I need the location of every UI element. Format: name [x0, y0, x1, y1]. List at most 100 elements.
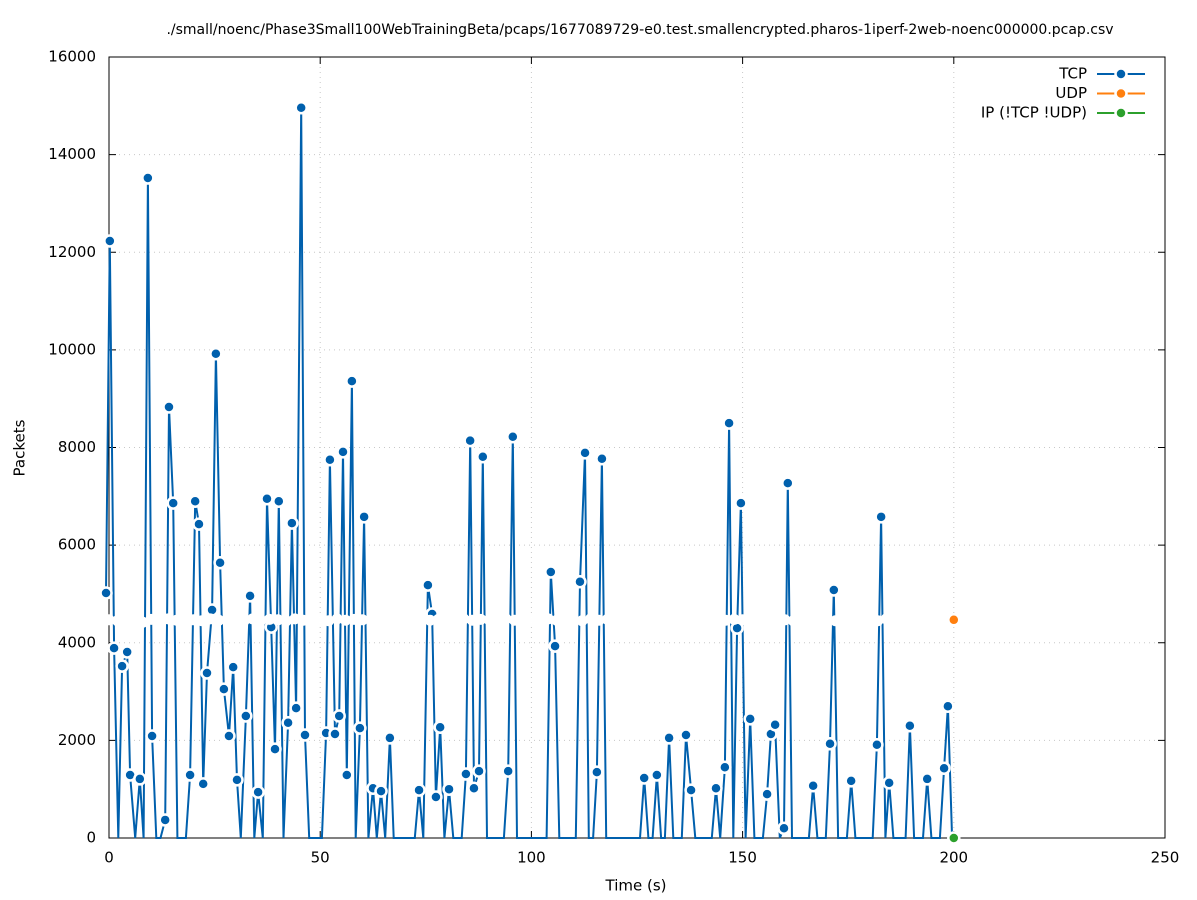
- data-point: [559, 613, 571, 625]
- x-axis-label: Time (s): [605, 877, 667, 895]
- data-point: [882, 776, 896, 790]
- data-point: [931, 614, 943, 626]
- y-tick-label: 8000: [58, 438, 96, 456]
- data-point: [806, 779, 820, 793]
- data-point: [551, 614, 563, 626]
- data-point: [846, 614, 858, 626]
- legend-label: UDP: [1055, 84, 1087, 102]
- data-point: [762, 614, 774, 626]
- data-point: [154, 615, 166, 627]
- data-point: [373, 613, 385, 625]
- data-point: [718, 760, 732, 774]
- x-tick-label: 150: [728, 849, 757, 867]
- data-point: [145, 729, 159, 743]
- data-point: [187, 614, 199, 626]
- data-point: [770, 613, 782, 625]
- data-point: [289, 701, 303, 715]
- data-point: [255, 614, 267, 626]
- data-point: [650, 768, 664, 782]
- data-point: [472, 764, 486, 778]
- data-point: [644, 613, 656, 625]
- data-point: [779, 614, 791, 626]
- data-point: [920, 772, 934, 786]
- data-point: [171, 614, 183, 626]
- data-point: [601, 613, 613, 625]
- data-point: [429, 790, 443, 804]
- y-tick-label: 16000: [48, 48, 96, 66]
- data-point: [906, 614, 918, 626]
- data-point: [128, 614, 140, 626]
- data-point: [463, 433, 477, 448]
- data-point: [787, 615, 799, 627]
- data-point: [162, 400, 176, 414]
- data-point: [585, 613, 597, 625]
- y-axis-label: Packets: [11, 419, 29, 476]
- data-point: [568, 614, 580, 626]
- data-point: [804, 614, 816, 626]
- data-point: [226, 660, 240, 674]
- data-point: [374, 784, 388, 798]
- data-point: [593, 614, 605, 626]
- data-point: [365, 615, 377, 627]
- data-point: [399, 614, 411, 626]
- y-tick-label: 14000: [48, 145, 96, 163]
- data-point: [213, 555, 227, 570]
- data-point: [285, 516, 299, 530]
- data-point: [576, 615, 588, 627]
- data-point: [711, 613, 723, 625]
- data-point: [251, 785, 265, 799]
- y-tick-label: 0: [86, 829, 96, 847]
- x-tick-label: 50: [311, 849, 330, 867]
- data-point: [823, 737, 837, 751]
- data-point: [264, 613, 276, 625]
- data-point: [166, 496, 180, 510]
- data-point: [466, 614, 478, 626]
- data-point: [627, 613, 639, 625]
- data-point: [297, 614, 309, 626]
- data-point: [544, 565, 558, 579]
- y-tick-label: 6000: [58, 536, 96, 554]
- data-point: [844, 774, 858, 788]
- data-point: [222, 729, 236, 743]
- data-point: [433, 720, 447, 734]
- data-point: [103, 234, 117, 248]
- data-point: [827, 583, 841, 597]
- data-point: [542, 613, 554, 625]
- data-point: [217, 682, 231, 696]
- data-point: [610, 614, 622, 626]
- data-point: [662, 731, 676, 745]
- data-point: [416, 613, 428, 625]
- data-point: [637, 771, 651, 785]
- data-point: [728, 613, 740, 625]
- data-point: [777, 821, 791, 835]
- data-point: [331, 613, 343, 625]
- data-point: [103, 614, 115, 626]
- data-point: [323, 452, 337, 467]
- data-point: [941, 699, 955, 713]
- data-point: [239, 709, 253, 723]
- data-point: [720, 614, 732, 626]
- data-point: [781, 476, 795, 490]
- data-point: [449, 615, 461, 627]
- data-point: [111, 615, 123, 627]
- data-point: [196, 777, 210, 791]
- y-tick-label: 4000: [58, 633, 96, 651]
- data-point: [272, 494, 286, 508]
- data-point: [179, 613, 191, 625]
- data-point: [230, 773, 244, 787]
- data-point: [914, 615, 926, 627]
- data-point: [937, 761, 951, 775]
- data-point: [99, 586, 113, 600]
- data-point: [475, 613, 487, 625]
- data-point: [760, 787, 774, 801]
- data-point: [669, 613, 681, 625]
- data-point: [356, 614, 368, 626]
- chart-title: ./small/noenc/Phase3Small100WebTrainingB…: [166, 22, 1113, 38]
- data-point: [709, 781, 723, 795]
- data-point: [412, 783, 426, 797]
- data-point: [897, 613, 909, 625]
- data-point: [421, 578, 435, 592]
- data-point: [548, 639, 562, 653]
- data-point: [947, 831, 961, 845]
- data-point: [120, 645, 134, 659]
